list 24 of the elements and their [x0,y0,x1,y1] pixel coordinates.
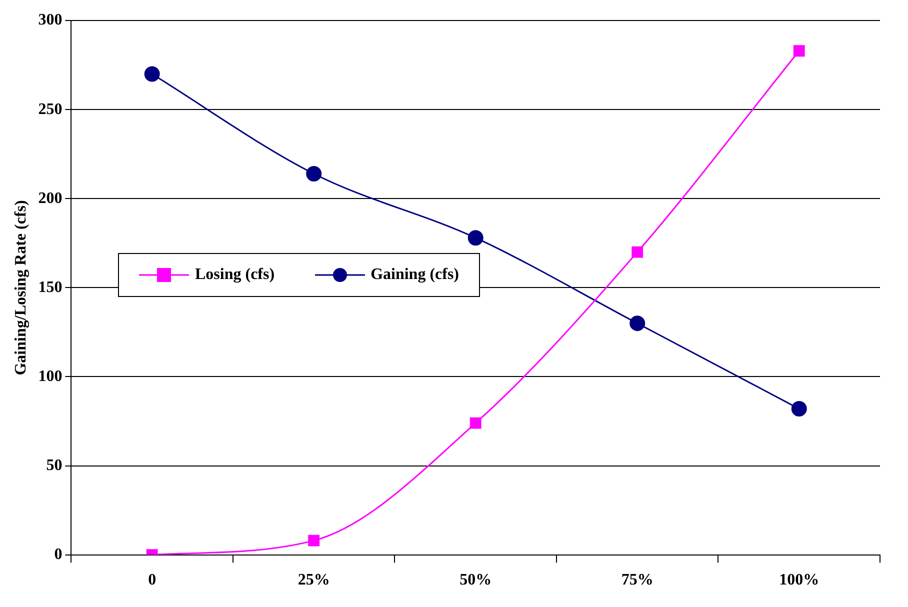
point [630,316,646,332]
y-tick-label: 0 [54,546,62,563]
legend-label: Gaining (cfs) [370,266,460,284]
point [470,417,482,429]
x-tick-label: 0 [148,572,156,589]
y-tick-label: 200 [38,190,62,207]
y-tick-label: 300 [38,12,62,29]
y-tick-label: 250 [38,100,62,118]
point [144,66,160,82]
y-tick-label: 150 [38,278,62,296]
x-tick-label: 75% [621,572,654,589]
point [308,534,320,546]
point [793,45,805,57]
y-tick-label: 100 [38,368,62,385]
legend-label: Losing (cfs) [195,266,275,284]
x-tick-label: 100% [779,572,820,589]
point [791,401,807,417]
point [632,246,644,258]
y-axis-title: Gaining/Losing Rate (cfs) [12,200,30,376]
point [306,166,322,182]
x-tick-label: 50% [460,572,492,589]
x-tick-label: 25% [298,572,330,589]
point [468,230,484,246]
y-tick-label: 50 [46,456,62,474]
